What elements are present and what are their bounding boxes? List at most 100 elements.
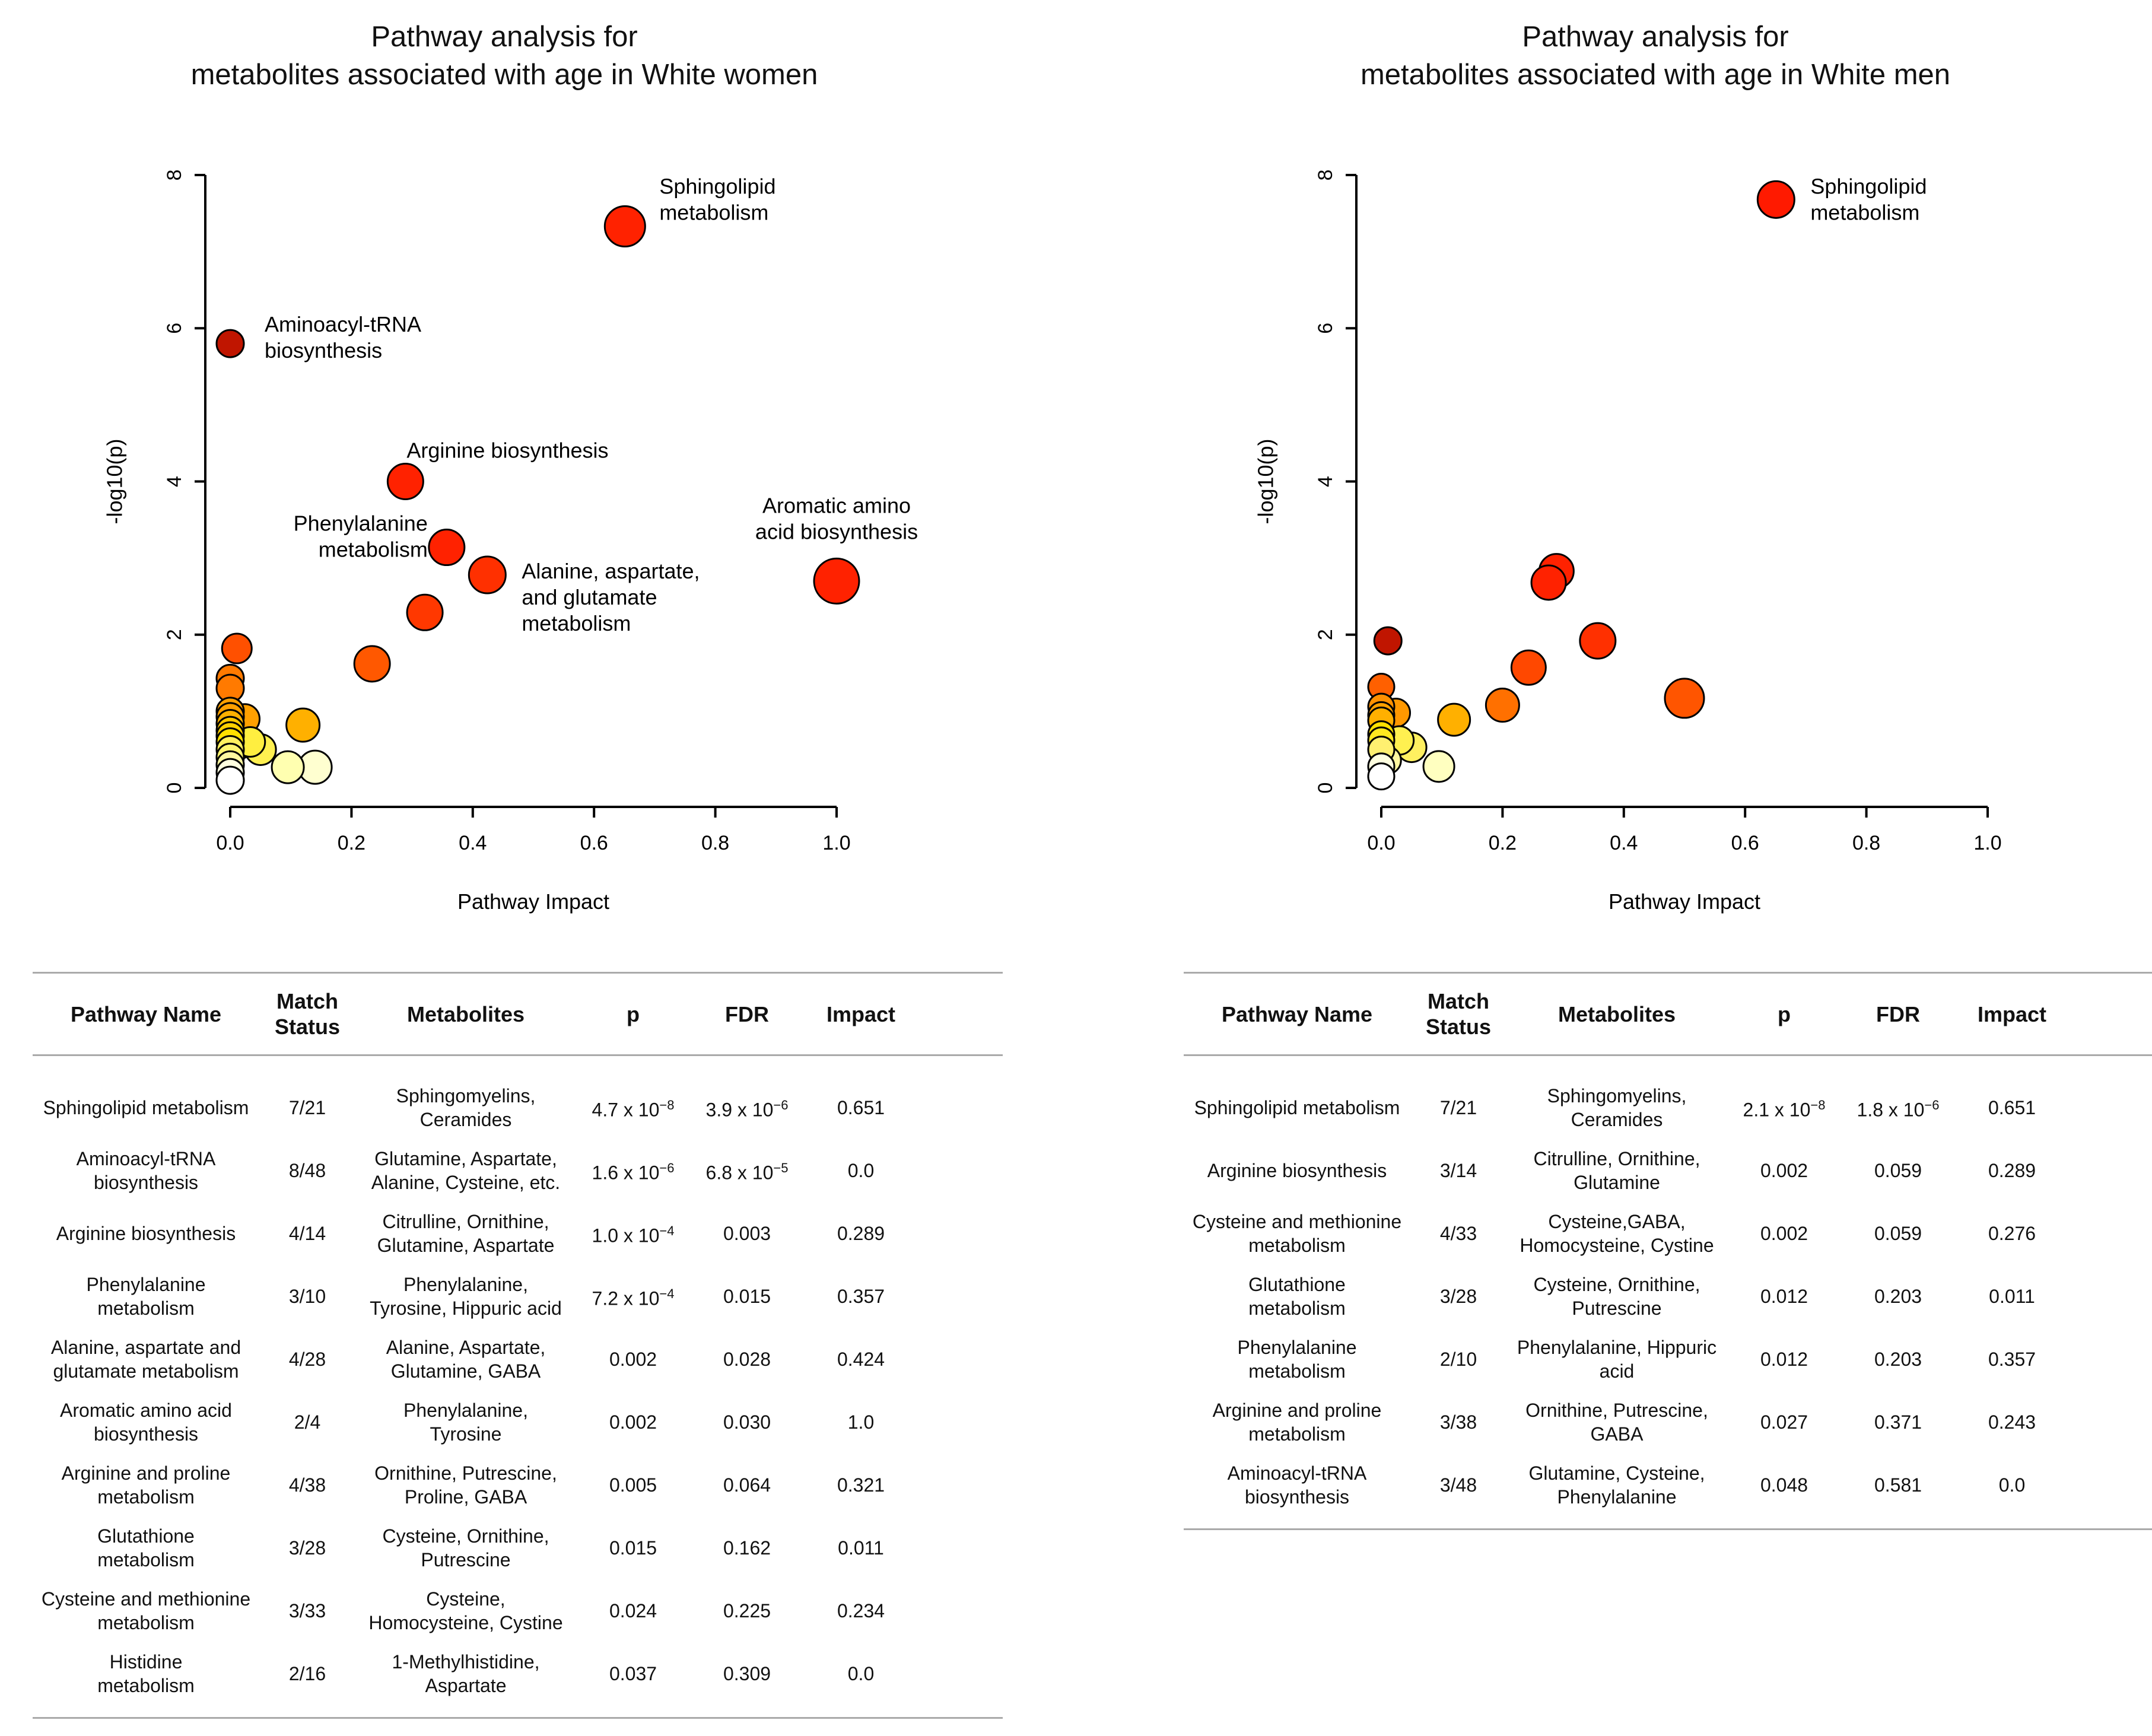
cell-fdr: 0.225 bbox=[690, 1579, 804, 1642]
value-base: 0.059 bbox=[1874, 1223, 1922, 1244]
table-row: Phenylalanine metabolism 2/10 Phenylalanine… bbox=[1184, 1328, 2152, 1391]
women-data-point bbox=[603, 205, 646, 248]
women-data-point bbox=[285, 707, 321, 743]
cell-line: Proline, GABA bbox=[404, 1486, 527, 1508]
men-pathway-table: Pathway Name Match Status Metabolites p F… bbox=[1184, 972, 2152, 1530]
cell-impact: 0.357 bbox=[837, 1286, 885, 1307]
value-base: 0.037 bbox=[609, 1663, 657, 1684]
men-data-point bbox=[1756, 180, 1795, 219]
cell-spacer bbox=[2069, 1328, 2152, 1391]
value-base: 0.059 bbox=[1874, 1160, 1922, 1181]
women-annotation-label: Aromatic amino bbox=[762, 493, 911, 517]
value-exponent: −8 bbox=[1810, 1098, 1826, 1113]
cell-spacer bbox=[918, 1516, 1003, 1579]
value-base: 0.162 bbox=[723, 1537, 771, 1559]
cell-line: Arginine and proline bbox=[61, 1462, 231, 1484]
value-base: 0.027 bbox=[1760, 1411, 1808, 1433]
cell-match-status: 3/14 bbox=[1439, 1160, 1477, 1181]
cell-metabolites: 1-Methylhistidine, Aspartate bbox=[355, 1642, 576, 1719]
women-data-point bbox=[428, 529, 466, 567]
women-x-tick-label: 0.0 bbox=[216, 832, 244, 854]
cell-match-status: 3/38 bbox=[1439, 1411, 1477, 1433]
cell-impact: 0.651 bbox=[1988, 1097, 2036, 1118]
cell-line: Aromatic amino acid bbox=[60, 1400, 232, 1421]
value-base: 6.8 x 10 bbox=[705, 1162, 774, 1184]
table-row: Glutathione metabolism 3/28 Cysteine, Ornit… bbox=[1184, 1265, 2152, 1328]
cell-line: Phenylalanine, bbox=[403, 1274, 528, 1295]
cell-fdr: 0.028 bbox=[690, 1328, 804, 1391]
men-x-tick-label: 0.4 bbox=[1610, 832, 1638, 854]
cell-p-value: 0.027 bbox=[1727, 1391, 1841, 1454]
cell-line: Cysteine, Ornithine, bbox=[1533, 1274, 1700, 1295]
cell-spacer bbox=[918, 1328, 1003, 1391]
men-data-point bbox=[1664, 678, 1705, 719]
cell-metabolites: Ornithine, Putrescine, GABA bbox=[1506, 1391, 1727, 1454]
cell-line: biosynthesis bbox=[1244, 1486, 1350, 1508]
women-table-body: Sphingolipid metabolism 7/21 Sphingomyelin… bbox=[33, 1055, 1003, 1719]
table-header-row: Pathway Name Match Status Metabolites p F… bbox=[33, 972, 1003, 1056]
cell-line: metabolism bbox=[97, 1612, 195, 1633]
cell-line: metabolism bbox=[1248, 1298, 1346, 1319]
cell-p-value: 2.1 x 10−8 bbox=[1727, 1055, 1841, 1140]
cell-line: Cysteine and methionine bbox=[1192, 1211, 1402, 1232]
col-header-p: p bbox=[1727, 972, 1841, 1056]
cell-line: Cysteine, Ornithine, bbox=[382, 1525, 549, 1547]
cell-impact: 0.011 bbox=[1989, 1286, 2035, 1307]
cell-pathway-name: Cysteine and methionine metabolism bbox=[1184, 1202, 1410, 1265]
cell-line: Phenylalanine, Hippuric bbox=[1517, 1337, 1717, 1358]
cell-line: Ceramides bbox=[419, 1109, 512, 1130]
cell-pathway-name: Sphingolipid metabolism bbox=[33, 1055, 259, 1140]
cell-line: Glutamine bbox=[1574, 1172, 1660, 1193]
cell-line: metabolism bbox=[1248, 1360, 1346, 1382]
table-row: Aromatic amino acid biosynthesis 2/4 Phenyl… bbox=[33, 1391, 1003, 1454]
table-row: Sphingolipid metabolism 7/21 Sphingomyelin… bbox=[1184, 1055, 2152, 1140]
cell-metabolites: Cysteine,GABA, Homocysteine, Cystine bbox=[1506, 1202, 1727, 1265]
col-header-match-l2: Status bbox=[274, 1015, 341, 1039]
cell-impact: 0.0 bbox=[804, 1642, 918, 1719]
men-scatter-plot: 0.0 0.2 0.4 0.6 0.8 1.0 Pathway Impact 0 2 4 6 8 -lo… bbox=[1254, 170, 2002, 914]
men-data-point bbox=[1373, 626, 1403, 656]
cell-metabolites: Cysteine, Homocysteine, Cystine bbox=[355, 1579, 576, 1642]
men-y-tick-label: 6 bbox=[1314, 323, 1337, 334]
cell-pathway-name: Aromatic amino acid biosynthesis bbox=[33, 1391, 259, 1454]
cell-fdr: 0.030 bbox=[690, 1391, 804, 1454]
value-base: 0.002 bbox=[1760, 1223, 1808, 1244]
cell-fdr: 0.371 bbox=[1841, 1391, 1955, 1454]
col-header-match-l1: Match bbox=[276, 989, 338, 1013]
cell-match-status: 4/28 bbox=[288, 1349, 326, 1370]
value-exponent: −8 bbox=[659, 1098, 675, 1113]
table-row: Arginine biosynthesis 3/14 Citrulline, Orn… bbox=[1184, 1139, 2152, 1202]
cell-p-value: 0.037 bbox=[576, 1642, 690, 1719]
cell-line: Phenylalanine, bbox=[403, 1400, 528, 1421]
cell-line: Homocysteine, Cystine bbox=[368, 1612, 563, 1633]
women-pathway-table: Pathway Name Match Status Metabolites p F… bbox=[33, 972, 1003, 1719]
cell-line: metabolism bbox=[97, 1675, 195, 1696]
value-base: 0.002 bbox=[1760, 1160, 1808, 1181]
cell-spacer bbox=[2069, 1391, 2152, 1454]
col-header-metabolites: Metabolites bbox=[355, 972, 576, 1056]
cell-line: Alanine, Aspartate, bbox=[386, 1337, 546, 1358]
men-data-point bbox=[1367, 762, 1396, 791]
cell-spacer bbox=[918, 1391, 1003, 1454]
value-exponent: −4 bbox=[659, 1223, 675, 1239]
table-header-row: Pathway Name Match Status Metabolites p F… bbox=[1184, 972, 2152, 1056]
cell-match-status: 4/38 bbox=[288, 1474, 326, 1496]
cell-line: metabolism bbox=[97, 1486, 195, 1508]
cell-fdr: 0.203 bbox=[1841, 1328, 1955, 1391]
cell-line: Putrescine bbox=[1572, 1298, 1662, 1319]
cell-match-status: 4/14 bbox=[288, 1223, 326, 1244]
value-base: 0.048 bbox=[1760, 1474, 1808, 1496]
cell-line: Glutamine, Cysteine, bbox=[1528, 1462, 1705, 1484]
women-annotation-label: biosynthesis bbox=[265, 338, 382, 363]
cell-line: biosynthesis bbox=[93, 1172, 199, 1193]
cell-line: Glutathione bbox=[97, 1525, 195, 1547]
value-base: 7.2 x 10 bbox=[592, 1287, 660, 1309]
col-header-impact: Impact bbox=[804, 972, 918, 1056]
cell-line: Tyrosine, Hippuric acid bbox=[370, 1298, 562, 1319]
cell-line: Cysteine, bbox=[426, 1588, 506, 1610]
men-data-point bbox=[1422, 750, 1455, 783]
cell-pathway-name: Histidine metabolism bbox=[33, 1642, 259, 1719]
cell-spacer bbox=[918, 1139, 1003, 1202]
value-base: 0.309 bbox=[723, 1663, 771, 1684]
men-y-tick-label: 8 bbox=[1314, 170, 1337, 181]
